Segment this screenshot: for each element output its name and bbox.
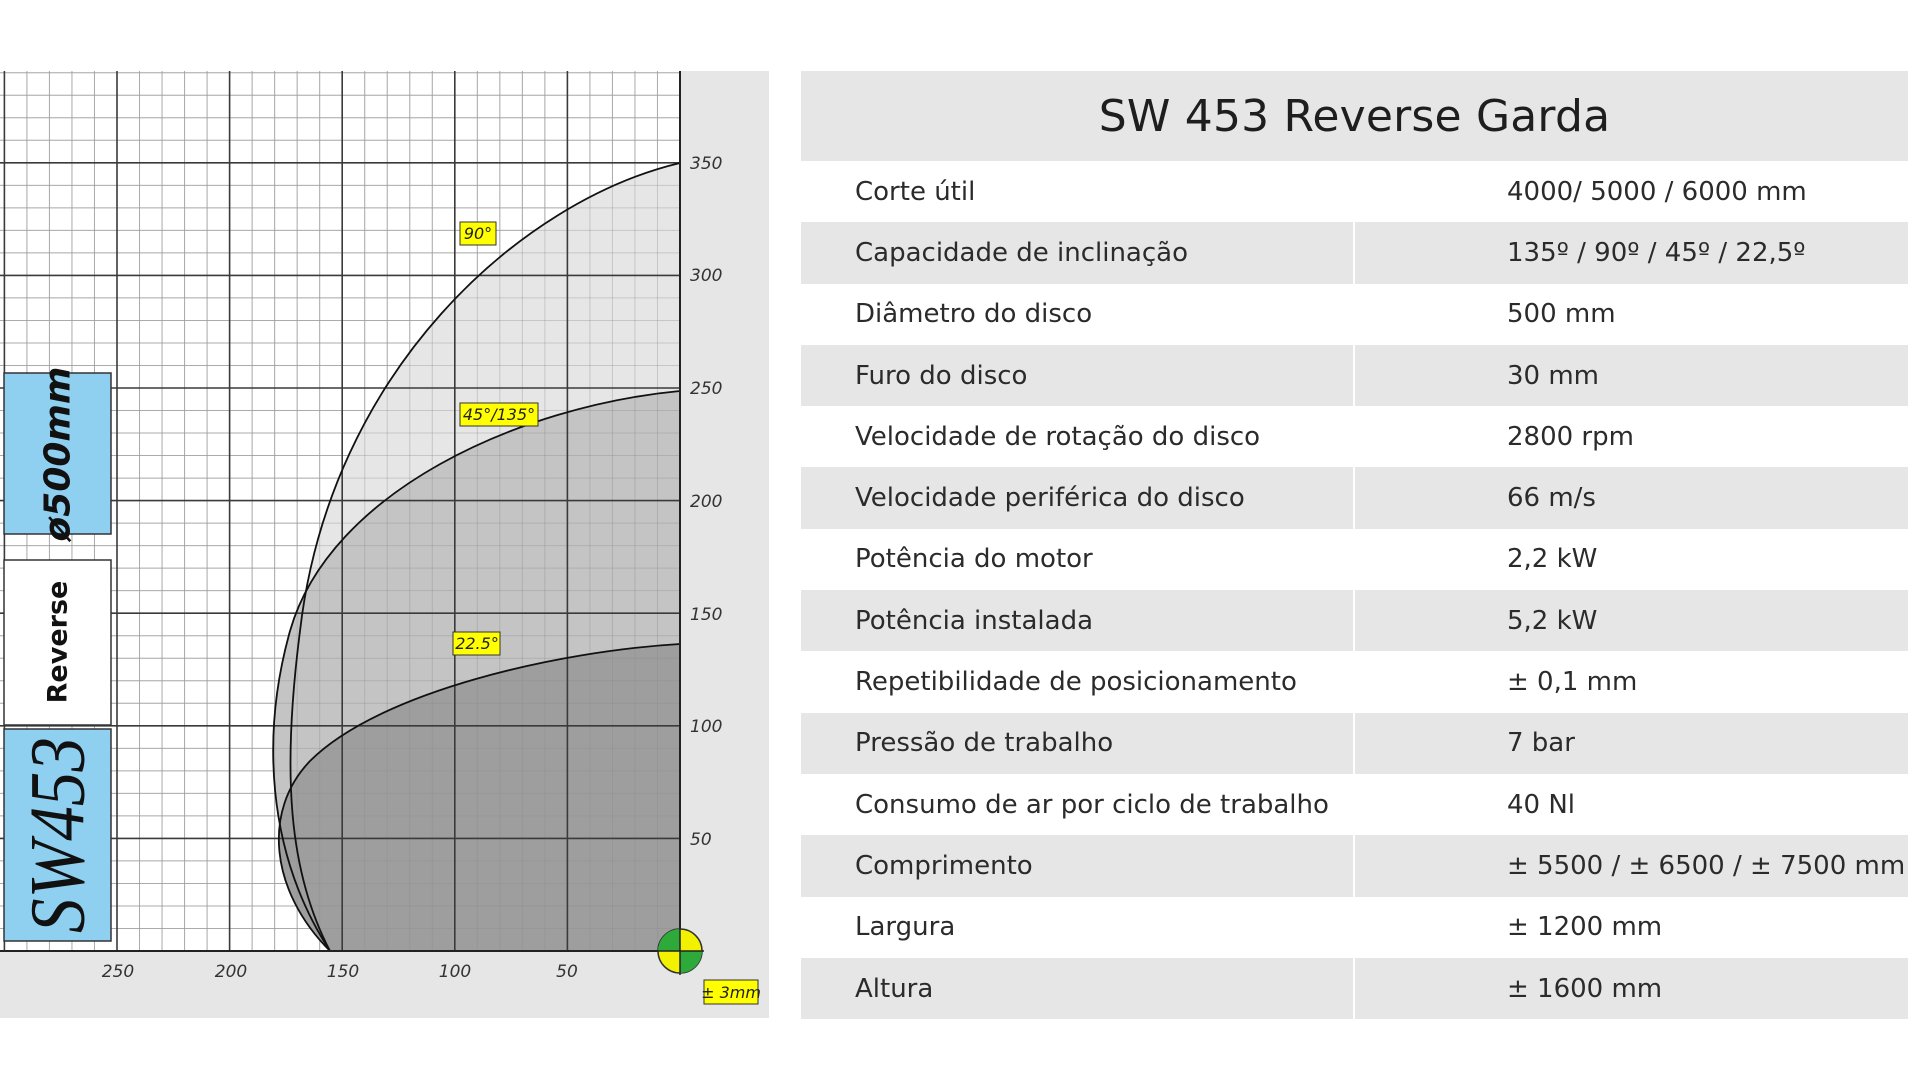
disc-size-box: ø500mm [3,367,112,543]
spec-value: ± 1200 mm [1353,896,1908,958]
x-tick-50: 50 [556,962,578,982]
mode-text: Reverse [43,581,74,704]
x-tick-100: 100 [439,962,471,982]
spec-label: Capacidade de inclinação [855,237,1188,268]
spec-title: SW 453 Reverse Garda [1098,90,1611,142]
spec-label: Diâmetro do disco [855,299,1093,330]
y-tick-200: 200 [690,492,722,512]
mode-box: Reverse [3,559,112,726]
spec-title-bar: SW 453 Reverse Garda [801,71,1908,161]
spec-value: 135º / 90º / 45º / 22,5º [1353,222,1908,284]
y-tick-100: 100 [690,717,722,737]
spec-row: Comprimento ± 5500 / ± 6500 / ± 7500 mm [801,835,1908,897]
curve-22-5 [277,643,681,952]
angle-label-90: 90° [459,221,497,246]
spec-value: 500 mm [1353,283,1908,345]
spec-row: Altura ± 1600 mm [801,957,1908,1020]
spec-row: Consumo de ar por ciclo de trabalho 40 Nl [801,773,1908,836]
x-tick-150: 150 [327,962,359,982]
angle-label-45-135-text: 45°/135° [463,405,535,424]
angle-label-90-text: 90° [464,224,492,243]
spec-value: 4000/ 5000 / 6000 mm [1353,161,1908,223]
spec-value: 30 mm [1353,344,1908,407]
x-tick-200: 200 [215,962,247,982]
spec-value: ± 5500 / ± 6500 / ± 7500 mm [1353,835,1908,897]
angle-label-22-5: 22.5° [452,631,501,656]
spec-label: Repetibilidade de posicionamento [855,667,1297,698]
major-grid [0,71,680,951]
spec-label: Velocidade de rotação do disco [855,421,1261,452]
spec-table: SW 453 Reverse Garda Corte útil 4000/ 500… [801,71,1908,1020]
angle-label-22-5-text: 22.5° [455,634,499,653]
spec-row: Pressão de trabalho 7 bar [801,712,1908,774]
spec-row: Corte útil 4000/ 5000 / 6000 mm [801,161,1908,223]
y-tick-150: 150 [690,605,722,625]
spec-label: Potência do motor [855,544,1093,575]
spec-row: Velocidade periférica do disco 66 m/s [801,467,1908,529]
spec-value: 5,2 kW [1353,590,1908,652]
disc-size-text: ø500mm [38,367,79,543]
model-box: SW453 [3,728,112,942]
spec-value: 7 bar [1353,712,1908,774]
y-tick-300: 300 [690,266,722,286]
spec-row: Capacidade de inclinação 135º / 90º / 45º… [801,222,1908,284]
spec-row: Potência do motor 2,2 kW [801,528,1908,591]
tolerance-label: ± 3mm [701,979,761,1005]
spec-value: 66 m/s [1353,467,1908,529]
spec-row: Largura ± 1200 mm [801,896,1908,958]
spec-label: Corte útil [855,176,976,207]
spec-value: 40 Nl [1353,773,1908,836]
spec-label: Potência instalada [855,605,1094,636]
spec-label: Comprimento [855,850,1033,881]
tolerance-text: ± 3mm [701,983,761,1002]
spec-value: ± 1600 mm [1353,957,1908,1020]
zone-22-5 [278,644,680,951]
spec-rows: Corte útil 4000/ 5000 / 6000 mm Capacidad… [801,161,1908,1020]
spec-label: Pressão de trabalho [855,728,1114,759]
spec-label: Consumo de ar por ciclo de trabalho [855,789,1329,820]
disc-center-marker [656,927,704,975]
angle-label-45-135: 45°/135° [459,402,539,427]
y-tick-250: 250 [690,379,722,399]
cutting-diagram-svg: 350 300 250 200 150 100 50 250 200 150 1… [0,71,769,1018]
spec-row: Velocidade de rotação do disco 2800 rpm [801,406,1908,468]
spec-label: Furo do disco [855,360,1028,391]
spec-row: Furo do disco 30 mm [801,344,1908,407]
cutting-diagram: 350 300 250 200 150 100 50 250 200 150 1… [0,71,769,1018]
spec-label: Altura [855,973,934,1004]
spec-row: Potência instalada 5,2 kW [801,590,1908,652]
spec-row: Diâmetro do disco 500 mm [801,283,1908,345]
spec-value: 2,2 kW [1353,528,1908,591]
spec-value: 2800 rpm [1353,406,1908,468]
spec-label: Velocidade periférica do disco [855,483,1245,514]
model-text: SW453 [14,737,101,933]
y-tick-50: 50 [690,830,712,850]
spec-label: Largura [855,912,956,943]
x-tick-250: 250 [102,962,134,982]
curve-90 [289,162,681,952]
spec-row: Repetibilidade de posicionamento ± 0,1 mm [801,651,1908,713]
y-tick-350: 350 [690,154,722,174]
spec-value: ± 0,1 mm [1353,651,1908,713]
